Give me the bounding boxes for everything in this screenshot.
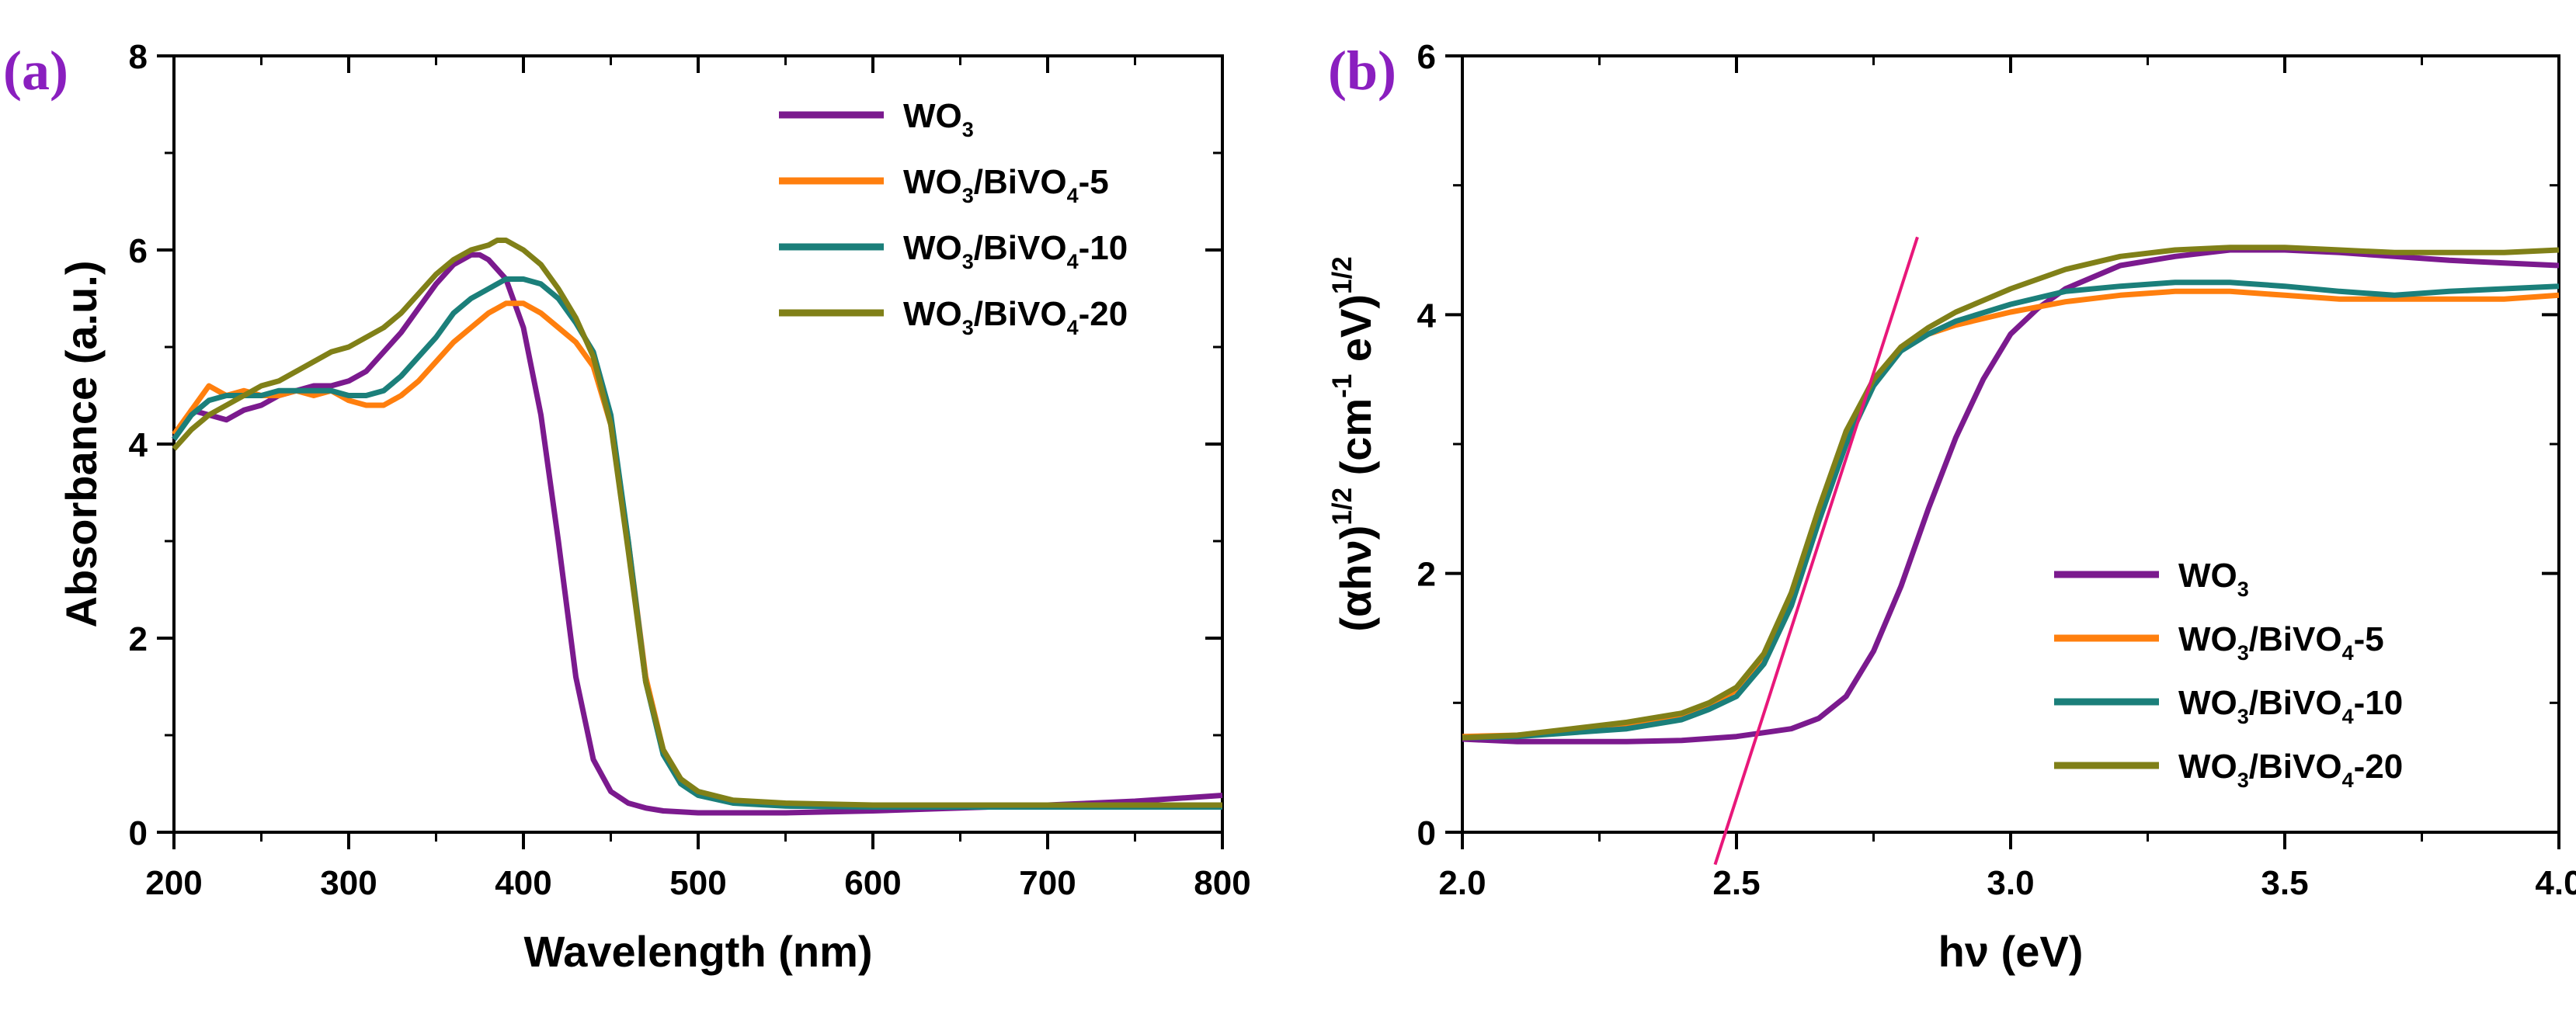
- legend-label-1: WO3: [903, 97, 974, 141]
- x-tick-label: 700: [1019, 864, 1076, 902]
- text-part: WO: [2178, 557, 2237, 595]
- text-part: 4: [2342, 641, 2354, 665]
- text-part: /BiVO: [974, 163, 1067, 201]
- text-part: 3: [962, 316, 974, 339]
- text-part: 1/2: [1327, 488, 1358, 526]
- text-part: /BiVO: [2249, 620, 2342, 658]
- x-tick-label: 400: [495, 864, 551, 902]
- text-part: eV): [1331, 294, 1380, 374]
- y-tick-label: 2: [129, 620, 148, 658]
- text-part: -5: [2354, 620, 2384, 658]
- text-part: /BiVO: [974, 229, 1067, 267]
- text-part: /BiVO: [2249, 684, 2342, 722]
- x-tick-label: 600: [844, 864, 901, 902]
- text-part: -10: [1079, 229, 1128, 267]
- panel-b-ylabel: (αhν)1/2 (cm-1 eV)1/2: [1327, 256, 1380, 631]
- text-part: 3: [962, 250, 974, 273]
- x-tick-label: 800: [1194, 864, 1250, 902]
- y-tick-label: 6: [129, 232, 148, 270]
- text-part: -5: [1079, 163, 1109, 201]
- text-part: 3: [962, 118, 974, 141]
- text-part: -20: [2354, 748, 2404, 786]
- legend-label-1: WO3: [2178, 557, 2249, 601]
- panel-b-series-lines: [1462, 236, 2560, 866]
- x-tick-label: 3.0: [1987, 864, 2034, 902]
- legend-label-4: WO3/BiVO4-20: [903, 295, 1128, 339]
- text-part: WO: [903, 295, 962, 333]
- text-part: -1: [1327, 374, 1358, 398]
- x-tick-label: 200: [145, 864, 202, 902]
- series-line-4: [172, 238, 1222, 808]
- panel-b-label: (b): [1328, 40, 1396, 102]
- x-tick-label: 3.5: [2261, 864, 2308, 902]
- series-line-4: [1462, 245, 2560, 741]
- y-tick-label: 4: [129, 426, 148, 464]
- text-part: 3: [2237, 641, 2249, 665]
- x-tick-label: 2.0: [1438, 864, 1486, 902]
- text-part: /BiVO: [2249, 748, 2342, 786]
- x-tick-label: 300: [320, 864, 377, 902]
- x-tick-label: 2.5: [1712, 864, 1760, 902]
- text-part: 4: [1067, 316, 1079, 339]
- text-part: -20: [1079, 295, 1128, 333]
- text-part: WO: [903, 229, 962, 267]
- tangent-line: [1723, 236, 1919, 833]
- text-part: 3: [2237, 705, 2249, 728]
- y-tick-label: 8: [129, 38, 148, 76]
- text-part: /BiVO: [974, 295, 1067, 333]
- y-tick-label: 2: [1417, 556, 1436, 594]
- text-part: 1/2: [1327, 256, 1358, 294]
- y-tick-label: 6: [1417, 38, 1436, 76]
- text-part: 3: [2237, 578, 2249, 601]
- legend-label-2: WO3/BiVO4-5: [2178, 620, 2384, 665]
- text-part: 4: [2342, 705, 2354, 728]
- legend-label-3: WO3/BiVO4-10: [903, 229, 1128, 273]
- panel-a-series-lines: [171, 238, 1223, 816]
- text-part: 3: [2237, 769, 2249, 792]
- tangent-line-ext: [1713, 831, 1727, 866]
- panel-b-ticks: 2.0 2.5 3.0 3.5 4.0 0 2 4 6: [1417, 38, 2576, 902]
- legend-label-2: WO3/BiVO4-5: [903, 163, 1109, 207]
- text-part: -10: [2354, 684, 2404, 722]
- legend-label-3: WO3/BiVO4-10: [2178, 684, 2403, 728]
- text-part: 4: [1067, 250, 1079, 273]
- series-line-3: [172, 276, 1222, 810]
- text-part: 4: [1067, 184, 1079, 207]
- panel-a-ticks: 200 300 400 500 600 700 800 0 2 4 6 8: [129, 38, 1251, 902]
- text-part: WO: [2178, 748, 2237, 786]
- series-line-3: [1462, 279, 2560, 741]
- text-part: WO: [2178, 620, 2237, 658]
- text-part: 4: [2342, 769, 2354, 792]
- y-tick-label: 4: [1417, 297, 1437, 335]
- series-line-2: [1462, 288, 2560, 740]
- legend-label-4: WO3/BiVO4-20: [2178, 748, 2403, 792]
- text-part: (cm: [1331, 398, 1380, 488]
- text-part: WO: [903, 163, 962, 201]
- series-line-1: [1462, 247, 2560, 745]
- text-part: (αhν): [1331, 526, 1380, 632]
- text-part: WO: [2178, 684, 2237, 722]
- text-part: 3: [962, 184, 974, 207]
- panel-b-xlabel: hν (eV): [1938, 927, 2084, 976]
- x-tick-label: 4.0: [2535, 864, 2576, 902]
- x-tick-label: 500: [669, 864, 726, 902]
- y-tick-label: 0: [129, 814, 148, 852]
- panel-a-label: (a): [3, 40, 68, 102]
- y-tick-label: 0: [1417, 814, 1436, 852]
- text-part: WO: [903, 97, 962, 135]
- panel-a-xlabel: Wavelength (nm): [523, 927, 872, 976]
- panel-a-ylabel: Absorbance (a.u.): [57, 261, 106, 628]
- series-line-2: [172, 300, 1222, 809]
- series-line-1: [171, 252, 1223, 816]
